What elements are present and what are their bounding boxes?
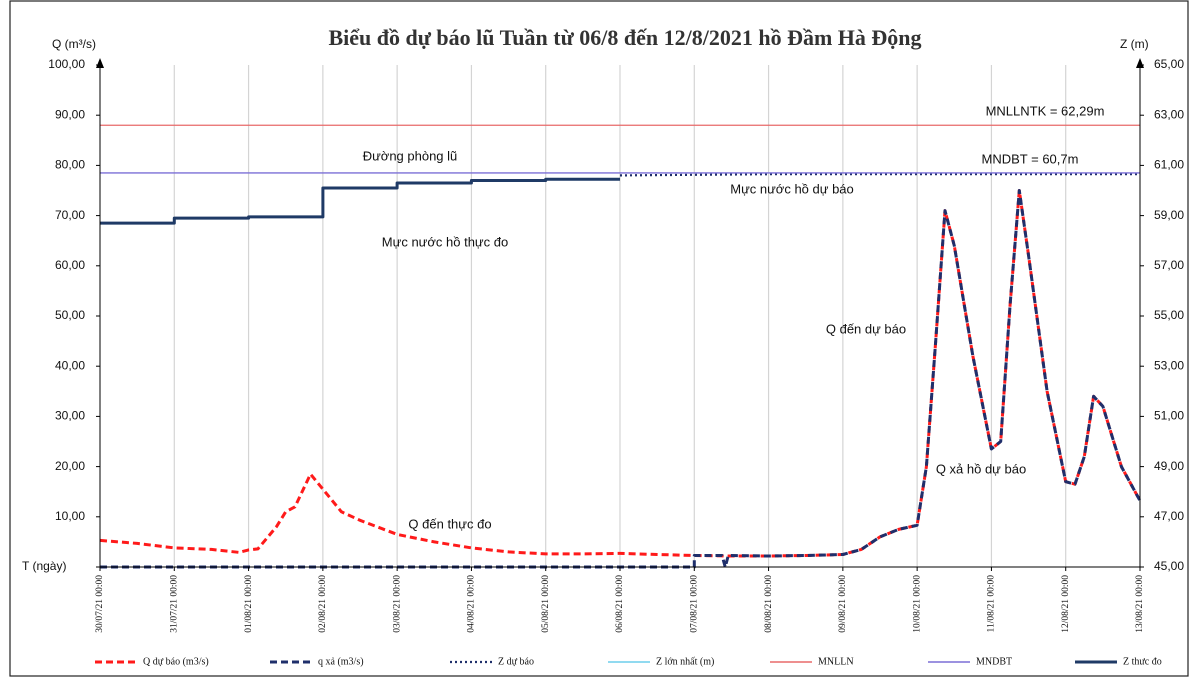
grid xyxy=(173,65,1067,567)
y2-tick-label: 55,00 xyxy=(1154,308,1184,322)
x-tick-label: 13/08/21 00:00 xyxy=(1135,575,1145,633)
legend-label: q xả (m3/s) xyxy=(318,656,364,667)
annotation: Q đến thực đo xyxy=(408,516,491,531)
x-tick-label: 09/08/21 00:00 xyxy=(838,575,848,633)
series-line xyxy=(100,177,620,225)
y2-tick-label: 61,00 xyxy=(1154,158,1184,172)
y2-tick-label: 65,00 xyxy=(1154,57,1184,71)
y-tick-label: 80,00 xyxy=(55,158,85,172)
y2-tick-label: 47,00 xyxy=(1154,509,1184,523)
x-tick-label: 12/08/21 00:00 xyxy=(1061,575,1071,633)
x-tick-label: 06/08/21 00:00 xyxy=(615,575,625,633)
y-tick-label: 90,00 xyxy=(55,107,85,121)
legend-label: Q dự báo (m3/s) xyxy=(143,656,209,667)
x-tick-label: 08/08/21 00:00 xyxy=(764,575,774,633)
x-tick-label: 10/08/21 00:00 xyxy=(912,575,922,633)
annotation: Đường phòng lũ xyxy=(363,148,458,163)
legend-label: Z thưc đo xyxy=(1123,656,1162,667)
y-tick-label: 70,00 xyxy=(55,208,85,222)
x-axis-title: T (ngày) xyxy=(22,559,66,573)
annotation: Q đến dự báo xyxy=(826,321,906,336)
x-tick-label: 03/08/21 00:00 xyxy=(392,575,402,633)
y-tick-label: 50,00 xyxy=(55,308,85,322)
y2-tick-label: 51,00 xyxy=(1154,409,1184,423)
legend-label: MNLLN xyxy=(818,656,854,667)
y2-tick-label: 57,00 xyxy=(1154,258,1184,272)
chart-title: Biểu đồ dự báo lũ Tuần từ 06/8 đến 12/8/… xyxy=(328,25,921,50)
y2-tick-label: 53,00 xyxy=(1154,358,1184,372)
series-line xyxy=(619,173,1140,177)
x-tick-label: 02/08/21 00:00 xyxy=(318,575,328,633)
x-tick-label: 05/08/21 00:00 xyxy=(541,575,551,633)
y-tick-label: 10,00 xyxy=(55,509,85,523)
annotation: Mực nước hồ dự báo xyxy=(730,181,854,196)
annotation: MNDBT = 60,7m xyxy=(982,151,1079,166)
legend-label: MNDBT xyxy=(976,656,1012,667)
plot xyxy=(99,124,1142,569)
y2-axis-title: Z (m) xyxy=(1120,37,1149,51)
y2-tick-label: 45,00 xyxy=(1154,559,1184,573)
x-tick-label: 31/07/21 00:00 xyxy=(169,575,179,633)
y-tick-label: 40,00 xyxy=(55,358,85,372)
x-tick-label: 04/08/21 00:00 xyxy=(467,575,477,633)
y2-tick-label: 49,00 xyxy=(1154,459,1184,473)
y-tick-label: 30,00 xyxy=(55,409,85,423)
y-tick-label: 20,00 xyxy=(55,459,85,473)
y-tick-label: 100,00 xyxy=(48,57,85,71)
annotation: Q xả hồ dự báo xyxy=(936,461,1026,476)
y2-tick-label: 63,00 xyxy=(1154,107,1184,121)
y2-tick-label: 59,00 xyxy=(1154,208,1184,222)
legend-label: Z dự báo xyxy=(498,656,534,667)
x-tick-label: 07/08/21 00:00 xyxy=(689,575,699,633)
x-tick-label: 11/08/21 00:00 xyxy=(987,575,997,633)
annotation: MNLLNTK = 62,29m xyxy=(986,103,1105,118)
frame xyxy=(9,0,1189,677)
annotation: Mực nước hồ thực đo xyxy=(382,234,508,249)
legend-label: Z lớn nhất (m) xyxy=(656,656,714,667)
x-tick-label: 30/07/21 00:00 xyxy=(95,575,105,633)
y-axis-title: Q (m³/s) xyxy=(52,37,96,51)
x-tick-label: 01/08/21 00:00 xyxy=(244,575,254,633)
series-line xyxy=(100,189,1142,569)
y-tick-label: 60,00 xyxy=(55,258,85,272)
